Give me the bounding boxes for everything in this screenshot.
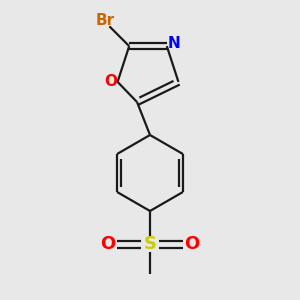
- Text: O: O: [184, 235, 200, 253]
- Text: O: O: [100, 235, 116, 253]
- Text: S: S: [143, 235, 157, 253]
- Text: N: N: [167, 36, 180, 51]
- Text: Br: Br: [96, 13, 115, 28]
- Text: O: O: [104, 74, 117, 89]
